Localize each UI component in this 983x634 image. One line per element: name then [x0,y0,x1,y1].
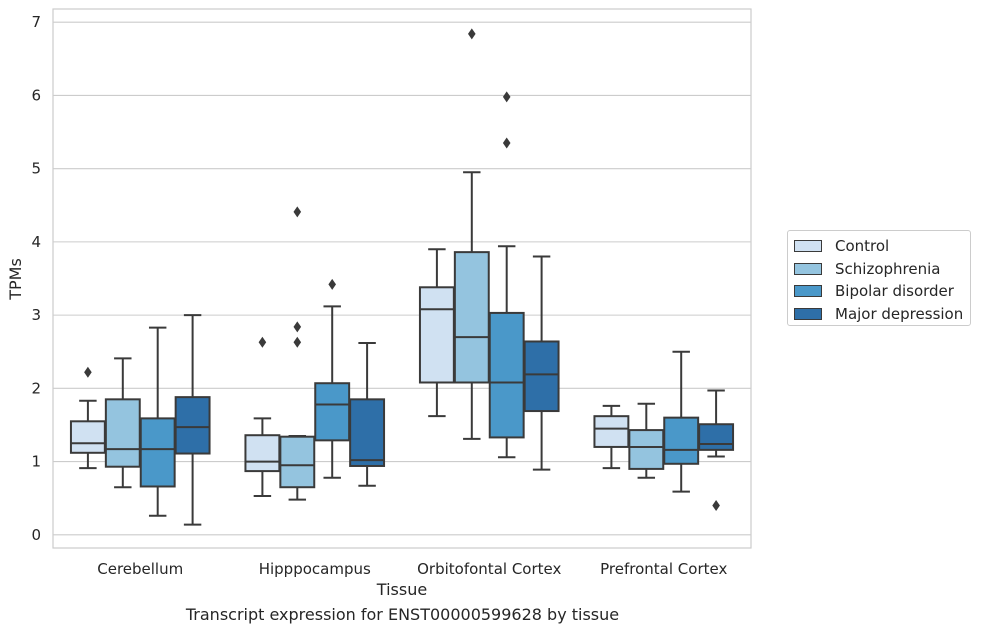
box-plot [663,350,700,493]
box-iqr [174,396,211,455]
outlier-point [502,91,511,103]
x-tick-labels: Cerebellum Hipppocampus Orbitofontal Corte… [97,560,727,578]
box-iqr [628,429,665,470]
legend-item-schizophrenia: Schizophrenia [794,258,970,281]
box-plot [418,248,455,418]
outlier-point [293,206,302,218]
outlier-point [502,137,511,149]
legend-label-schizophrenia: Schizophrenia [835,259,941,278]
x-tick-label: Prefrontal Cortex [600,560,727,578]
outlier-point [468,28,476,40]
legend-swatch-control [794,240,822,253]
y-tick-label: 5 [31,160,41,178]
y-tick-label: 4 [31,233,41,251]
y-axis-label: TPMs [6,258,25,301]
box-iqr [663,416,700,465]
box-iqr [453,251,490,384]
box-plot [488,91,525,459]
box-iqr [244,434,281,473]
legend-swatch-bipolar-disorder [794,285,822,298]
legend-item-bipolar-disorder: Bipolar disorder [794,280,970,303]
box-plot [628,402,665,479]
box-plot [349,341,386,487]
box-plot [593,404,630,470]
y-tick-label: 0 [31,526,41,544]
box-iqr [523,340,560,413]
box-plot [104,357,141,489]
y-tick-labels: 0 1 2 3 4 5 6 7 [31,13,41,544]
x-tick-label: Orbitofontal Cortex [417,560,561,578]
box-plots [69,28,735,526]
outlier-point [712,500,720,512]
y-tick-label: 1 [31,453,41,471]
legend-swatch-major-depression [794,307,822,320]
figure-caption: Transcript expression for ENST0000059962… [185,605,620,624]
x-tick-label: Hipppocampus [259,560,371,578]
y-tick-label: 3 [31,306,41,324]
box-plot [523,255,560,471]
x-axis-label: Tissue [376,580,427,599]
legend: Control Schizophrenia Bipolar disorder M… [787,230,971,326]
box-plot [69,366,106,470]
legend-item-major-depression: Major depression [794,303,970,326]
box-iqr [488,311,525,439]
box-iqr [279,435,316,489]
box-iqr [593,415,630,448]
x-tick-label: Cerebellum [97,560,183,578]
outlier-point [258,336,267,348]
legend-item-control: Control [794,235,970,258]
box-iqr [69,420,106,454]
outlier-point [84,366,92,378]
box-plot [314,278,351,479]
box-iqr [418,286,455,384]
plot-frame [52,8,752,549]
box-plot [244,336,281,498]
box-plot [139,326,176,517]
box-iqr [314,382,351,442]
legend-swatch-schizophrenia [794,262,822,275]
legend-label-major-depression: Major depression [835,304,964,323]
box-iqr [698,423,735,451]
legend-label-control: Control [835,237,890,256]
y-tick-label: 7 [31,13,41,31]
legend-label-bipolar-disorder: Bipolar disorder [835,282,954,301]
y-tick-label: 6 [31,86,41,104]
outlier-point [328,278,336,290]
box-iqr [104,398,141,468]
box-plot [279,206,316,501]
outlier-point [293,336,302,348]
box-iqr [349,398,386,467]
y-tick-label: 2 [31,379,41,397]
box-iqr [139,417,176,488]
outlier-point [293,321,302,333]
box-plot [174,314,211,526]
box-plot [698,389,735,512]
box-plot [453,28,490,440]
